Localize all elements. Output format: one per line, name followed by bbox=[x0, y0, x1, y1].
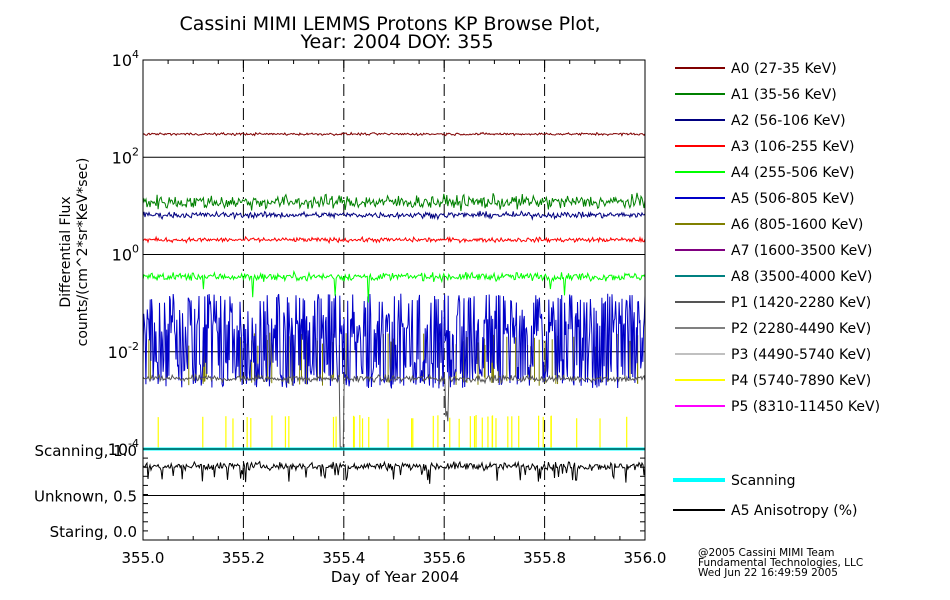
series-A3 bbox=[142, 235, 646, 245]
y-tick-label: 104 bbox=[112, 48, 139, 70]
legend-label-A1: A1 (35-56 KeV) bbox=[731, 87, 837, 103]
chart-title: Cassini MIMI LEMMS Protons KP Browse Plo… bbox=[179, 13, 600, 35]
x-tick-labels: 355.0 355.2 355.4 355.6 355.8 356.0 bbox=[122, 549, 667, 567]
legend-label-A0: A0 (27-35 KeV) bbox=[731, 61, 837, 77]
chart-subtitle: Year: 2004 DOY: 355 bbox=[299, 31, 493, 53]
series-layer bbox=[142, 131, 646, 484]
lower-frame bbox=[142, 448, 646, 541]
axes-frames bbox=[142, 59, 646, 541]
y-tick-label: 102 bbox=[112, 145, 139, 167]
legend-label-P3: P3 (4490-5740 KeV) bbox=[731, 347, 871, 363]
lower-legend-label: A5 Anisotropy (%) bbox=[731, 503, 858, 519]
lower-tick-label: Staring, 0.0 bbox=[50, 523, 137, 541]
credit-line-2: Fundamental Technologies, LLC bbox=[698, 557, 863, 569]
legend-label-P1: P1 (1420-2280 KeV) bbox=[731, 295, 871, 311]
credit-line-3: Wed Jun 22 16:49:59 2005 bbox=[698, 567, 838, 579]
legend-label-A7: A7 (1600-3500 KeV) bbox=[731, 243, 872, 259]
y-axis-label: Differential Flux bbox=[58, 196, 74, 307]
legend-label-A3: A3 (106-255 KeV) bbox=[731, 139, 854, 155]
y-tick-label: 100 bbox=[112, 243, 139, 265]
legend-label-P2: P2 (2280-4490 KeV) bbox=[731, 321, 871, 337]
x-tick-label: 356.0 bbox=[624, 549, 667, 567]
y-tick-label: 10-2 bbox=[108, 340, 139, 362]
x-axis-label: Day of Year 2004 bbox=[331, 568, 459, 586]
x-tick-label: 355.6 bbox=[423, 549, 466, 567]
series-A2 bbox=[142, 210, 646, 221]
legend-label-A4: A4 (255-506 KeV) bbox=[731, 165, 854, 181]
legend-label-P4: P4 (5740-7890 KeV) bbox=[731, 373, 871, 389]
lower-tick-label: Unknown, 0.5 bbox=[34, 488, 137, 506]
legend-label-A6: A6 (805-1600 KeV) bbox=[731, 217, 863, 233]
x-tick-label: 355.4 bbox=[322, 549, 365, 567]
series-A5 bbox=[142, 293, 646, 389]
x-tick-label: 355.8 bbox=[523, 549, 566, 567]
y-axis-label-units: counts/(cm^2*sr*KeV*sec) bbox=[75, 158, 91, 347]
legend-label-A2: A2 (56-106 KeV) bbox=[731, 113, 846, 129]
series-anisotropy bbox=[142, 460, 646, 484]
legend-label-P5: P5 (8310-11450 KeV) bbox=[731, 399, 880, 415]
lower-tick-label: Scanning, 1.0 bbox=[34, 442, 137, 460]
lower-legend: Scanning A5 Anisotropy (%) bbox=[673, 473, 858, 519]
lower-legend-label: Scanning bbox=[731, 473, 796, 489]
series-A1 bbox=[142, 192, 646, 212]
series-A4 bbox=[142, 269, 646, 303]
series-P4 bbox=[157, 414, 628, 449]
series-A0 bbox=[142, 131, 646, 137]
legend-label-A8: A8 (3500-4000 KeV) bbox=[731, 269, 872, 285]
legend: A0 (27-35 KeV) A1 (35-56 KeV) A2 (56-106 K… bbox=[675, 61, 880, 415]
x-tick-label: 355.0 bbox=[122, 549, 165, 567]
legend-label-A5: A5 (506-805 KeV) bbox=[731, 191, 854, 207]
series-P1 bbox=[142, 372, 646, 450]
credit-line-1: @2005 Cassini MIMI Team bbox=[698, 547, 835, 559]
x-tick-label: 355.2 bbox=[222, 549, 265, 567]
